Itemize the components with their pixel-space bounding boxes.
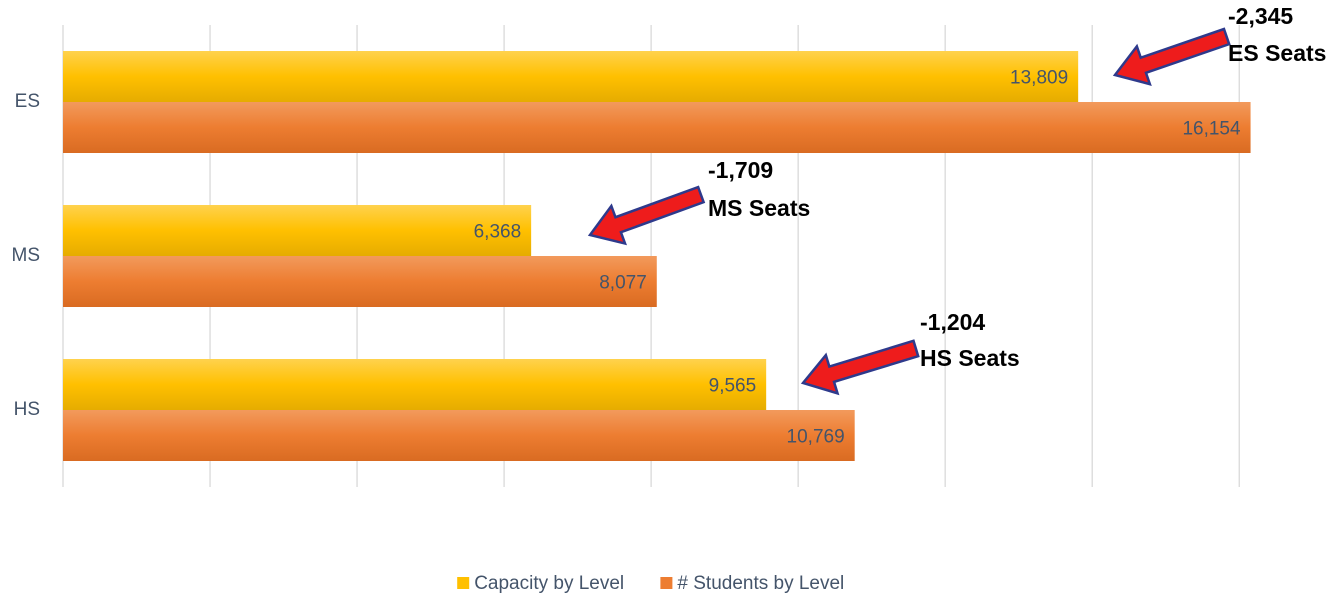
value-label: 10,769 [787, 427, 845, 448]
legend-swatch [457, 577, 470, 589]
bar [63, 256, 657, 307]
value-label: 8,077 [599, 273, 647, 294]
bar [63, 51, 1079, 102]
y-tick-label: ES [15, 91, 40, 112]
legend-label: Capacity by Level [474, 573, 624, 594]
annotation-text: HS Seats [920, 345, 1020, 371]
bar [63, 102, 1251, 153]
annotation-value: -1,204 [920, 309, 985, 335]
bar [63, 359, 767, 410]
bars [63, 51, 1251, 461]
arrow [1112, 27, 1231, 86]
y-tick-label: HS [14, 399, 40, 420]
legend-label: # Students by Level [677, 573, 844, 594]
arrow [800, 339, 920, 396]
annotation-value: -2,345 [1228, 3, 1293, 29]
legend-swatch [660, 577, 673, 589]
value-label: 13,809 [1010, 68, 1068, 89]
bar [63, 410, 855, 461]
value-label: 16,154 [1182, 119, 1241, 140]
annotation-value: -1,709 [708, 157, 773, 183]
annotation-text: ES Seats [1228, 40, 1326, 66]
value-label: 9,565 [709, 376, 757, 397]
value-label: 6,368 [474, 222, 522, 243]
bar [63, 205, 532, 256]
arrow [587, 185, 706, 246]
annotation-text: MS Seats [708, 195, 810, 221]
y-tick-label: MS [12, 245, 41, 266]
